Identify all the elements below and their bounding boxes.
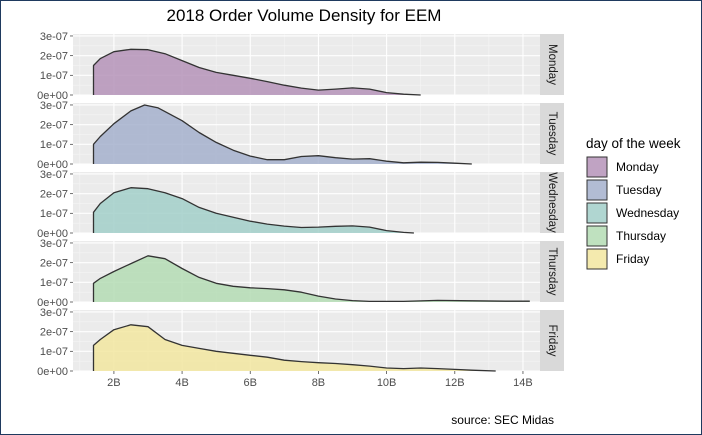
y-tick-label: 2e-07 — [40, 119, 68, 131]
chart-title: 2018 Order Volume Density for EEM — [167, 6, 442, 25]
facet-strip — [540, 310, 564, 371]
y-tick-label: 0e+00 — [37, 297, 68, 309]
y-tick-label: 3e-07 — [40, 307, 68, 319]
y-tick-label: 0e+00 — [37, 366, 68, 378]
y-tick-label: 2e-07 — [40, 257, 68, 269]
x-tick-label: 12B — [445, 377, 465, 389]
facet-strip — [540, 172, 564, 233]
y-tick-label: 1e-07 — [40, 208, 68, 220]
x-tick-label: 6B — [244, 377, 257, 389]
facet-panel-thursday: 0e+00 1e-07 2e-07 3e-07 Thursday — [37, 238, 564, 309]
y-tick-label: 2e-07 — [40, 326, 68, 338]
x-tick-label: 4B — [175, 377, 188, 389]
y-tick-label: 0e+00 — [37, 228, 68, 240]
x-tick-label: 2B — [107, 377, 120, 389]
facet-panel-wednesday: 0e+00 1e-07 2e-07 3e-07 Wednesday — [37, 169, 564, 240]
legend-label-wednesday: Wednesday — [616, 206, 679, 220]
density-line-monday — [92, 48, 421, 96]
facet-panels: 0e+00 1e-07 2e-07 3e-07 Monday 0e+00 1e-07 2e-0… — [37, 31, 564, 378]
x-axis: 2B 4B 6B 8B 10B 12B 14B — [107, 371, 533, 389]
y-tick-label: 1e-07 — [40, 346, 68, 358]
legend-key-tuesday — [586, 179, 608, 201]
x-tick-label: 8B — [312, 377, 325, 389]
facet-strip-label: Friday — [546, 325, 558, 357]
y-tick-label: 1e-07 — [40, 277, 68, 289]
facet-strip-label: Tuesday — [546, 112, 558, 156]
legend-key-wednesday — [586, 202, 608, 224]
y-tick-label: 3e-07 — [40, 238, 68, 250]
facet-strip — [540, 241, 564, 302]
legend-key-thursday — [586, 225, 608, 247]
facet-panel-monday: 0e+00 1e-07 2e-07 3e-07 Monday — [37, 31, 564, 102]
facet-strip-label: Wednesday — [546, 172, 558, 233]
y-tick-label: 0e+00 — [37, 159, 68, 171]
facet-strip — [540, 103, 564, 164]
legend-key-friday — [586, 248, 608, 270]
density-line-wednesday — [92, 187, 414, 234]
legend-title: day of the week — [586, 136, 681, 151]
legend: day of the week Monday Tuesday Wednesday Th… — [586, 136, 681, 270]
legend-label-thursday: Thursday — [616, 229, 666, 243]
density-area-monday — [93, 49, 421, 95]
facet-panel-tuesday: 0e+00 1e-07 2e-07 3e-07 Tuesday — [37, 100, 564, 171]
density-line-thursday — [92, 255, 530, 303]
legend-label-monday: Monday — [616, 160, 659, 174]
density-line-friday — [92, 324, 496, 372]
y-tick-label: 0e+00 — [37, 90, 68, 102]
chart-caption: source: SEC Midas — [451, 413, 554, 427]
legend-label-tuesday: Tuesday — [616, 183, 662, 197]
density-area-friday — [93, 324, 496, 371]
density-area-thursday — [93, 255, 530, 302]
density-line-tuesday — [92, 104, 472, 165]
y-tick-label: 3e-07 — [40, 31, 68, 43]
facet-strip — [540, 34, 564, 95]
facet-strip-label: Monday — [546, 44, 558, 85]
y-tick-label: 2e-07 — [40, 50, 68, 62]
x-tick-label: 14B — [513, 377, 533, 389]
facet-strip-label: Thursday — [546, 248, 558, 296]
y-tick-label: 3e-07 — [40, 169, 68, 181]
density-area-wednesday — [93, 187, 414, 233]
y-tick-label: 1e-07 — [40, 70, 68, 82]
x-tick-label: 10B — [377, 377, 397, 389]
legend-label-friday: Friday — [616, 252, 649, 266]
y-tick-label: 2e-07 — [40, 188, 68, 200]
y-tick-label: 3e-07 — [40, 100, 68, 112]
density-area-tuesday — [93, 105, 472, 164]
y-tick-label: 1e-07 — [40, 139, 68, 151]
legend-key-monday — [586, 156, 608, 178]
facet-panel-friday: 0e+00 1e-07 2e-07 3e-07 Friday — [37, 307, 564, 378]
